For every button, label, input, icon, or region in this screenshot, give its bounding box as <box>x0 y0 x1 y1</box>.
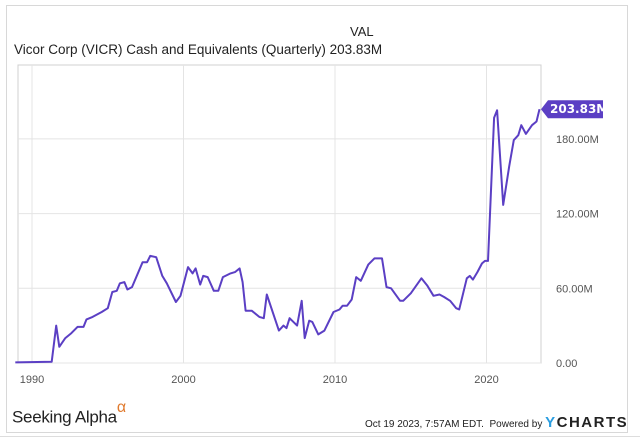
value-column-label: VAL <box>350 24 374 39</box>
footer-credit: Oct 19 2023, 7:57AM EDT. Powered by YCHA… <box>365 414 628 431</box>
divider <box>0 436 640 437</box>
seeking-alpha-logo: Seeking Alphaα <box>12 399 126 428</box>
y-tick-label: 180.00M <box>556 134 599 146</box>
timestamp: Oct 19 2023, 7:57AM EDT. <box>365 419 484 430</box>
ycharts-y: Y <box>545 414 557 431</box>
y-tick-label: 0.00 <box>556 358 577 370</box>
y-tick-label: 120.00M <box>556 209 599 221</box>
series-line <box>15 108 541 364</box>
x-tick-label: 2000 <box>171 374 195 386</box>
brand-text: Seeking Alpha <box>12 407 117 427</box>
last-value-badge <box>541 100 603 119</box>
chart-title: Vicor Corp (VICR) Cash and Equivalents (… <box>14 42 382 57</box>
last-value-label: 203.83M <box>541 100 608 119</box>
y-tick-label: 60.00M <box>556 283 593 295</box>
title-text: Vicor Corp (VICR) Cash and Equivalents (… <box>14 42 326 57</box>
current-value: 203.83M <box>329 42 383 57</box>
last-value-text: 203.83M <box>550 102 608 116</box>
x-tick-label: 1990 <box>20 374 44 386</box>
chart-card <box>6 5 628 433</box>
x-tick-label: 2020 <box>474 374 498 386</box>
ycharts-logo[interactable]: YCHARTS <box>545 414 628 431</box>
ycharts-text: CHARTS <box>556 414 629 431</box>
x-tick-label: 2010 <box>323 374 347 386</box>
alpha-mark: α <box>116 399 126 416</box>
powered-by: Powered by <box>489 419 543 430</box>
